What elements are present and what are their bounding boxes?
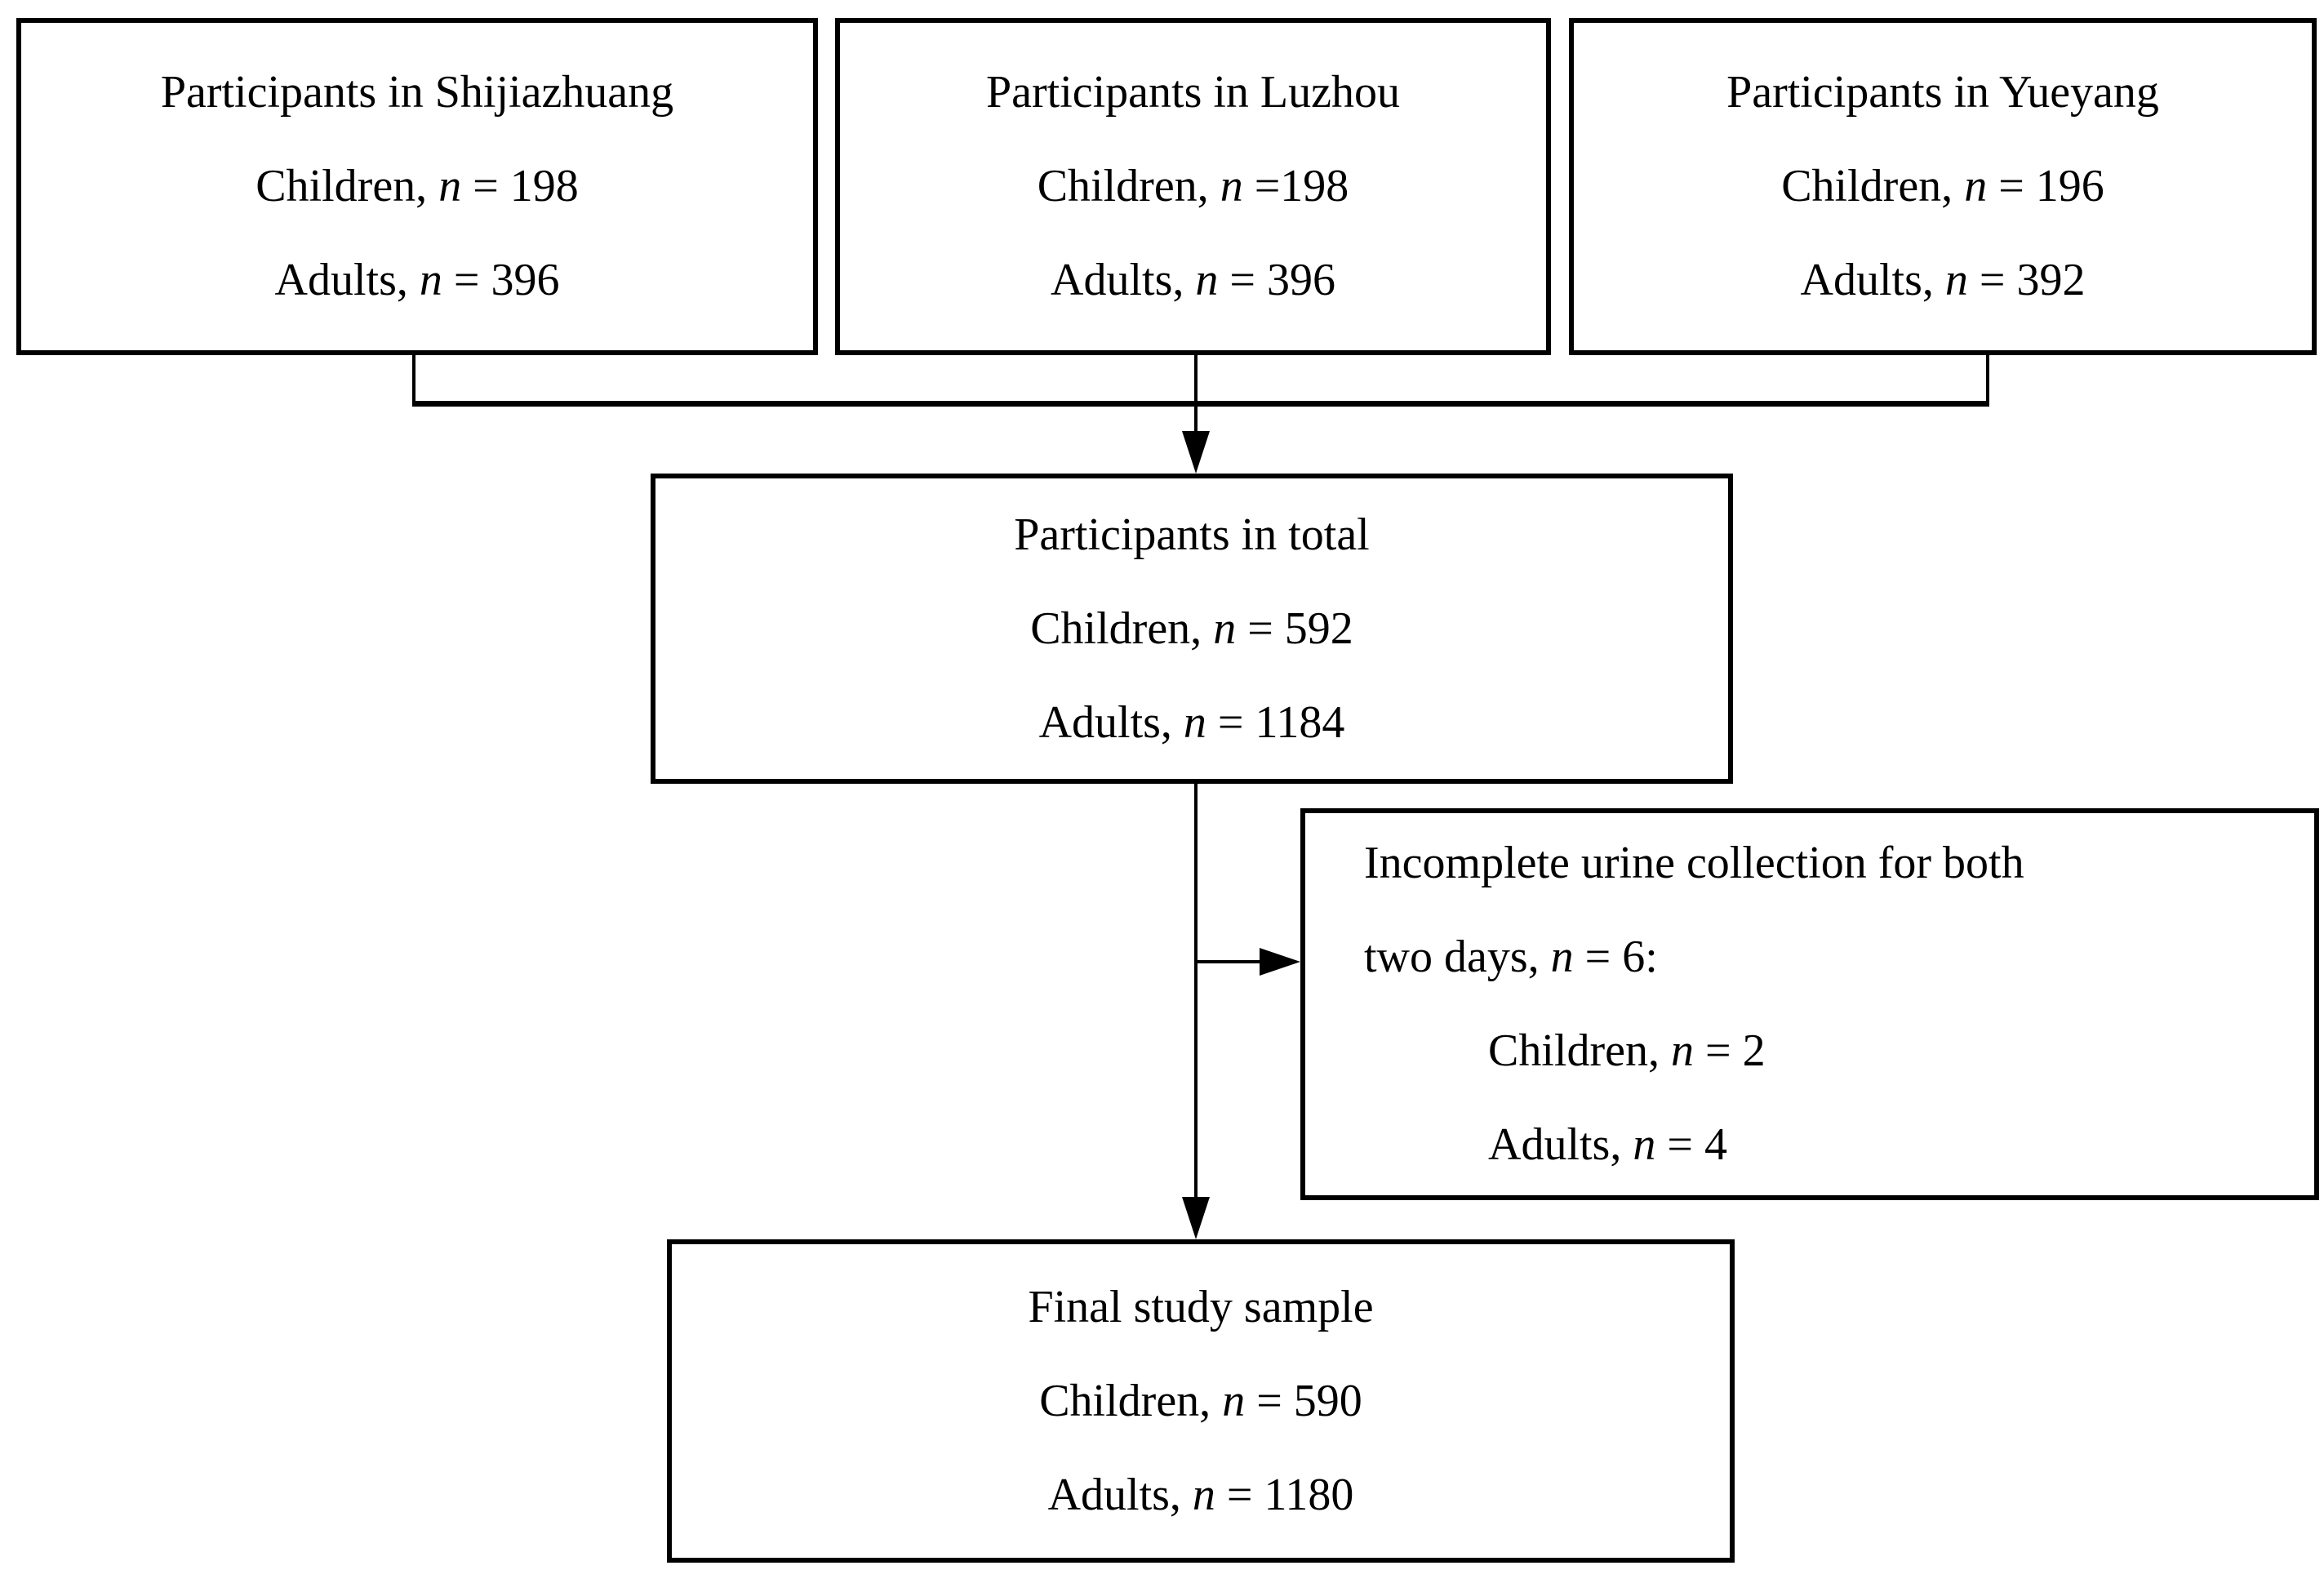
- box-line: Adults, n = 1184: [655, 676, 1728, 770]
- box-shijiazhuang: Participants in Shijiazhuang Children, n…: [16, 18, 818, 355]
- box-line: Children, n = 592: [655, 582, 1728, 676]
- box-line: two days, n = 6:: [1364, 910, 2314, 1004]
- box-line: Children, n = 196: [1574, 140, 2312, 233]
- n-variable: n: [1633, 1119, 1656, 1170]
- n-variable: n: [1213, 603, 1237, 654]
- connector-exclusion-branch-line: [1196, 960, 1263, 963]
- box-line: Adults, n = 396: [840, 233, 1546, 327]
- box-line: Incomplete urine collection for both: [1364, 838, 2024, 888]
- box-final: Final study sample Children, n = 590 Adu…: [667, 1239, 1735, 1563]
- box-line: Children, n =198: [840, 140, 1546, 233]
- box-line: Adults, n = 392: [1574, 233, 2312, 327]
- n-variable: n: [1670, 1025, 1694, 1076]
- arrow-down-icon: [1182, 1197, 1210, 1239]
- n-variable: n: [1964, 161, 1988, 211]
- n-variable: n: [1222, 1375, 1246, 1426]
- connector-total-to-final-line: [1194, 784, 1198, 1197]
- n-variable: n: [1195, 255, 1219, 305]
- n-variable: n: [419, 255, 442, 305]
- box-line: Children, n = 198: [21, 140, 813, 233]
- connector-merge-line: [412, 401, 1989, 407]
- box-luzhou: Participants in Luzhou Children, n =198 …: [835, 18, 1551, 355]
- box-title: Participants in Yueyang: [1726, 67, 2159, 118]
- box-yueyang: Participants in Yueyang Children, n = 19…: [1569, 18, 2317, 355]
- n-variable: n: [1550, 932, 1574, 982]
- box-line: Children, n = 590: [672, 1354, 1730, 1448]
- box-title: Participants in Luzhou: [985, 67, 1400, 118]
- n-variable: n: [438, 161, 462, 211]
- box-title: Final study sample: [1028, 1281, 1374, 1332]
- box-line: Children, n = 2: [1488, 1004, 2314, 1098]
- connector-yueyang-stub-line: [1986, 355, 1989, 406]
- arrow-down-icon: [1182, 431, 1210, 474]
- n-variable: n: [1944, 255, 1968, 305]
- box-title: Participants in total: [1014, 509, 1370, 560]
- box-line: Adults, n = 1180: [672, 1448, 1730, 1542]
- connector-shijiazhuang-stub-line: [412, 355, 415, 406]
- box-line: Adults, n = 4: [1488, 1098, 2314, 1192]
- n-variable: n: [1220, 161, 1243, 211]
- n-variable: n: [1192, 1469, 1215, 1520]
- box-total: Participants in total Children, n = 592 …: [651, 474, 1733, 784]
- box-excluded: Incomplete urine collection for both two…: [1300, 808, 2319, 1200]
- n-variable: n: [1183, 696, 1206, 748]
- arrow-right-icon: [1260, 948, 1300, 976]
- box-line: Adults, n = 396: [21, 233, 813, 327]
- connector-luzhou-stub-line: [1194, 355, 1198, 445]
- box-title: Participants in Shijiazhuang: [160, 67, 674, 118]
